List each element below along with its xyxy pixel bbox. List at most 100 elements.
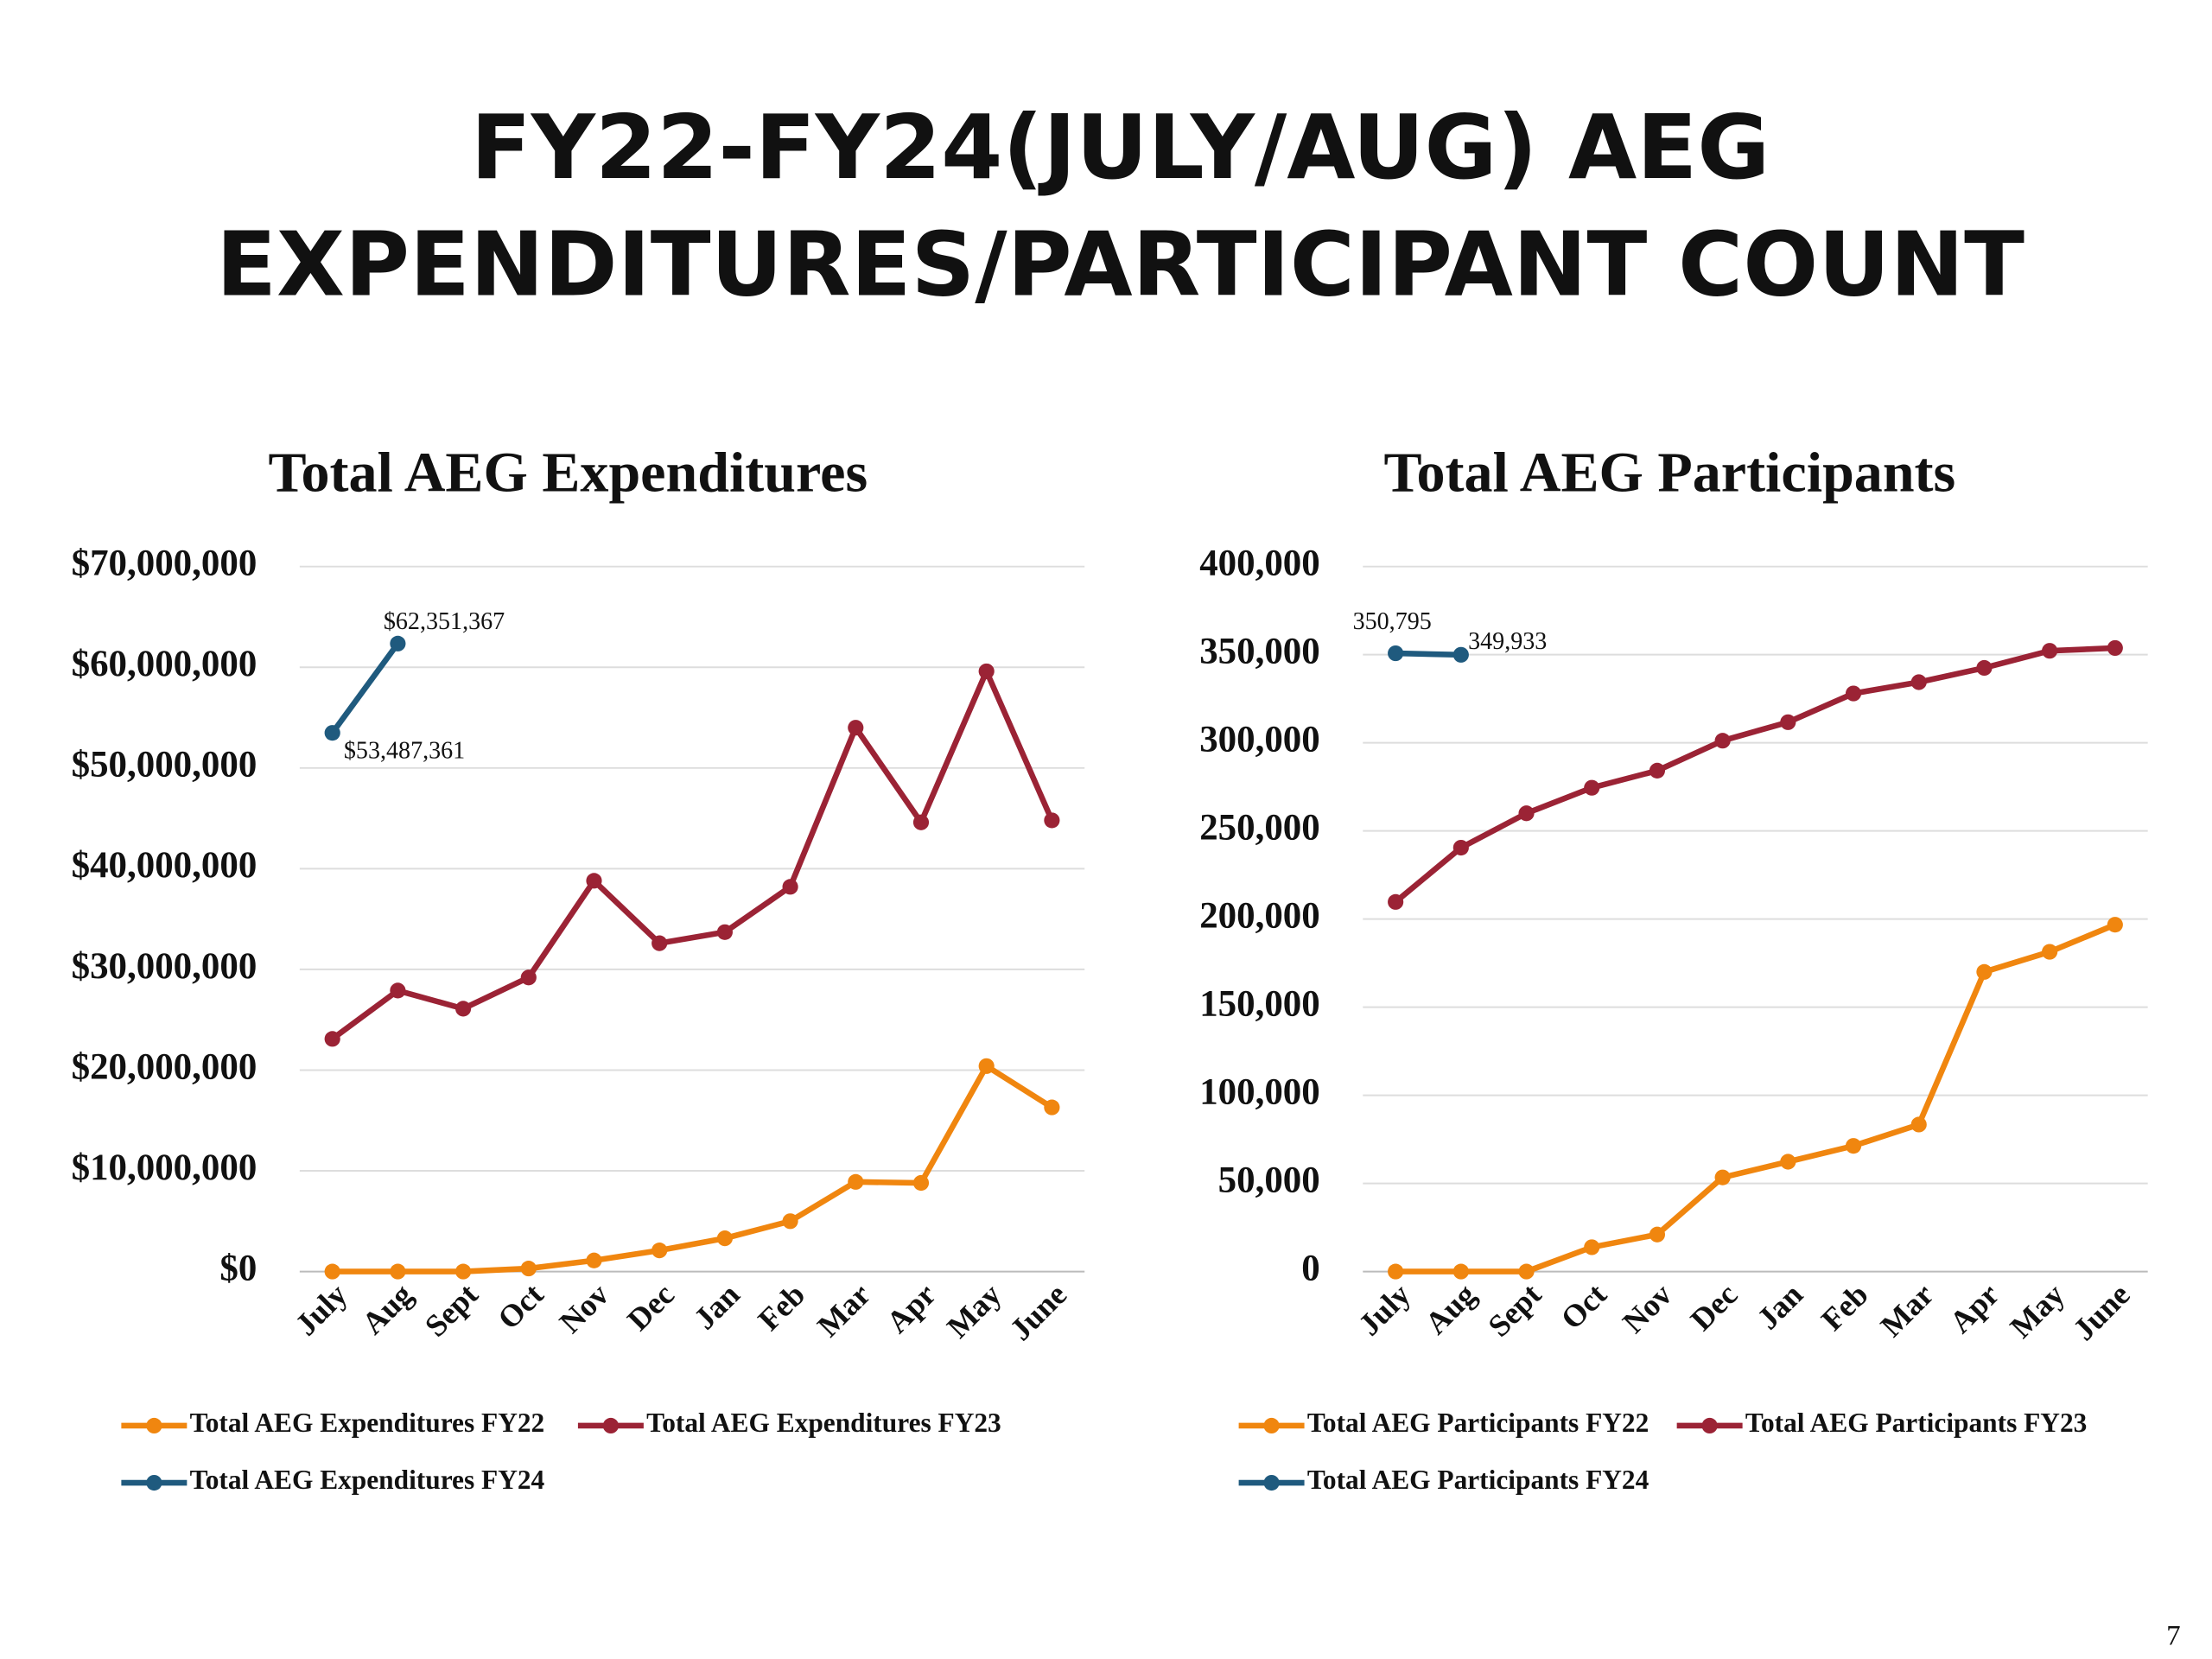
data-point [455, 1263, 472, 1280]
legend-label: Total AEG Expenditures FY23 [646, 1408, 1001, 1438]
data-point [848, 720, 864, 736]
data-point [586, 1252, 602, 1268]
data-point [324, 1263, 340, 1280]
data-point [1780, 714, 1796, 730]
x-tick-label: Aug [355, 1277, 419, 1341]
x-tick-label: Sept [1481, 1277, 1548, 1344]
slide-title: FY22-FY24(JULY/AUG) AEG [471, 97, 1770, 200]
data-label: 350,795 [1353, 608, 1432, 635]
y-tick-label: 400,000 [1199, 543, 1320, 584]
data-label: $62,351,367 [384, 608, 505, 635]
x-tick-label: Jan [687, 1277, 746, 1336]
data-point [1910, 674, 1927, 690]
data-point [324, 725, 340, 741]
data-label: $53,487,361 [344, 738, 465, 765]
x-tick-label: Mar [810, 1277, 877, 1344]
y-tick-label: 200,000 [1199, 895, 1320, 936]
data-label: 349,933 [1468, 628, 1547, 655]
data-point [1452, 839, 1469, 856]
y-tick-label: 150,000 [1199, 983, 1320, 1024]
x-tick-label: Oct [491, 1277, 550, 1336]
legend-swatch-dot [602, 1417, 619, 1434]
data-point [1845, 1138, 1862, 1154]
legend-swatch-dot [146, 1417, 162, 1434]
y-tick-label: $0 [219, 1248, 257, 1288]
data-point [520, 1261, 537, 1277]
x-tick-label: Apr [880, 1277, 943, 1340]
x-tick-label: June [2066, 1277, 2136, 1347]
slide-title: EXPENDITURES/PARTICIPANT COUNT [216, 214, 2024, 317]
data-point [1845, 685, 1862, 702]
data-point [2107, 639, 2123, 657]
chart-title: Total AEG Expenditures [268, 441, 868, 504]
data-point [1388, 893, 1404, 910]
series-line [1395, 650, 1461, 658]
data-point [1452, 1263, 1469, 1280]
x-tick-label: July [289, 1277, 353, 1342]
y-tick-label: $10,000,000 [72, 1147, 257, 1188]
y-tick-label: $40,000,000 [72, 845, 257, 886]
data-point [978, 663, 995, 679]
x-tick-label: July [1352, 1277, 1417, 1342]
x-tick-label: Dec [1684, 1277, 1745, 1338]
legend-label: Total AEG Expenditures FY22 [190, 1408, 545, 1438]
y-tick-label: $30,000,000 [72, 946, 257, 987]
legend-label: Total AEG Participants FY22 [1307, 1408, 1649, 1438]
x-tick-label: May [2004, 1277, 2071, 1344]
data-point [1584, 779, 1600, 796]
data-point [1780, 1154, 1796, 1170]
x-tick-label: Mar [1874, 1277, 1941, 1344]
data-point [848, 1173, 864, 1190]
data-point [520, 969, 537, 986]
legend-swatch-dot [146, 1474, 162, 1491]
data-point [978, 1058, 995, 1074]
data-point [1910, 1116, 1927, 1133]
x-tick-label: Feb [1815, 1277, 1875, 1338]
data-point [1452, 646, 1469, 663]
x-tick-label: June [1003, 1277, 1073, 1347]
series-line [1394, 645, 2115, 905]
data-point [652, 1243, 668, 1259]
data-point [1714, 733, 1731, 749]
data-point [2042, 944, 2058, 960]
data-point [1649, 762, 1666, 779]
chart-title: Total AEG Participants [1384, 441, 1956, 504]
x-tick-label: Nov [553, 1276, 616, 1339]
x-tick-label: Feb [752, 1277, 812, 1338]
data-point [390, 635, 406, 652]
x-tick-label: Aug [1419, 1277, 1483, 1341]
data-point [716, 1230, 733, 1247]
data-point [390, 982, 406, 999]
y-tick-label: $20,000,000 [72, 1046, 257, 1087]
page-number: 7 [2166, 1621, 2181, 1652]
legend-label: Total AEG Participants FY23 [1745, 1408, 2087, 1438]
y-tick-label: 100,000 [1199, 1071, 1320, 1112]
data-point [1584, 1239, 1600, 1255]
y-tick-label: 250,000 [1199, 808, 1320, 849]
legend-swatch-dot [1701, 1417, 1718, 1434]
data-point [1518, 805, 1535, 822]
x-tick-label: Nov [1616, 1276, 1679, 1339]
data-point [586, 873, 602, 889]
data-point [716, 924, 733, 940]
y-tick-label: 50,000 [1218, 1160, 1320, 1200]
x-tick-label: Jan [1751, 1277, 1809, 1336]
data-point [1518, 1263, 1535, 1280]
legend-swatch-dot [1263, 1417, 1280, 1434]
series-line [332, 1063, 1054, 1274]
data-point [1044, 812, 1060, 829]
data-point [2042, 643, 2058, 659]
y-tick-label: $70,000,000 [72, 543, 257, 584]
data-point [1976, 963, 1993, 980]
legend-label: Total AEG Expenditures FY24 [190, 1465, 545, 1495]
x-tick-label: Oct [1554, 1277, 1613, 1336]
data-point [2107, 917, 2123, 933]
x-tick-label: May [940, 1277, 1007, 1344]
data-point [1714, 1169, 1731, 1185]
data-point [912, 1174, 930, 1192]
data-point [1649, 1226, 1666, 1243]
y-tick-label: 0 [1301, 1248, 1319, 1288]
data-point [324, 1031, 340, 1047]
y-tick-label: $50,000,000 [72, 745, 257, 785]
y-tick-label: 350,000 [1199, 632, 1320, 672]
